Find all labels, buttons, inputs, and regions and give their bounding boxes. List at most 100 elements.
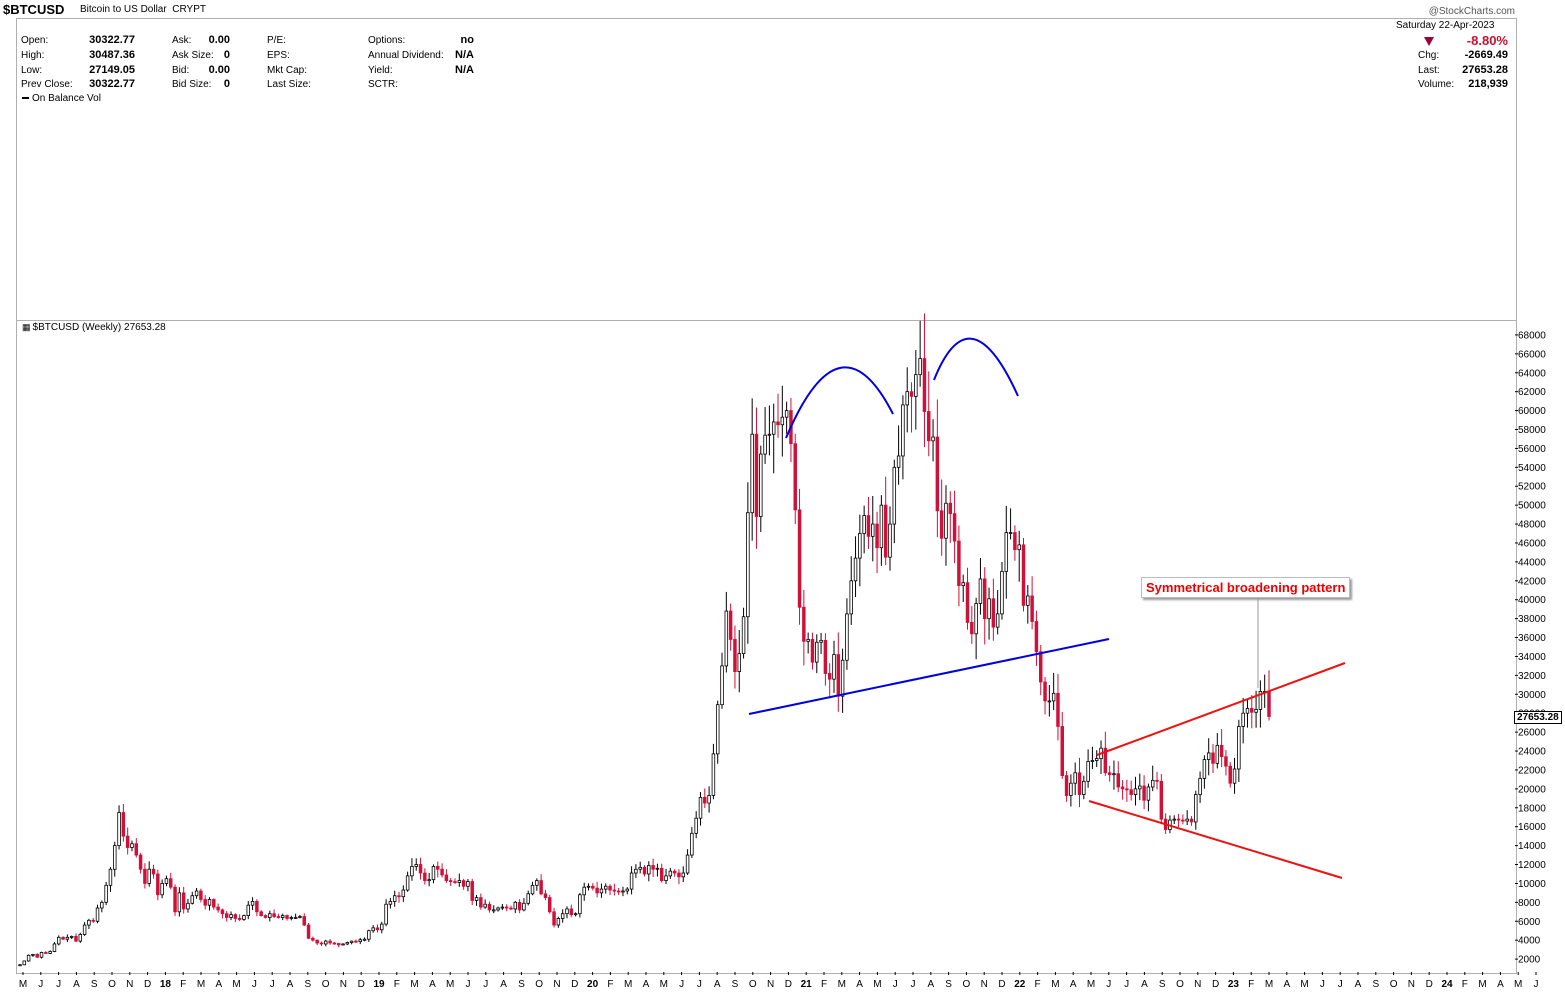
candle-body <box>78 934 83 942</box>
candle-body <box>1043 681 1047 702</box>
yield-label: Yield: <box>368 65 393 76</box>
x-tick-label: D <box>358 979 365 990</box>
candle-body <box>1013 532 1017 550</box>
candle-body <box>909 391 914 397</box>
candle-body <box>1125 788 1129 791</box>
candle-body <box>931 436 935 442</box>
candle-body <box>1237 726 1241 770</box>
broadening-lower-line <box>1088 800 1343 879</box>
x-tick-label: O <box>322 979 330 990</box>
candle-body <box>737 653 741 672</box>
candle-body <box>1254 709 1258 713</box>
candle-body <box>1056 692 1060 727</box>
x-tick-label: J <box>252 979 257 990</box>
y-tick-label: 40000 <box>1518 595 1546 606</box>
candle-body <box>918 358 922 376</box>
candle-body <box>431 866 436 881</box>
candle-body <box>858 533 862 559</box>
candle-body <box>715 704 720 755</box>
y-axis: 2000 4000 6000 8000 10000 12000 14000 16000 1800… <box>1515 330 1546 966</box>
candle-body <box>578 894 582 915</box>
candle-body <box>1219 744 1224 758</box>
x-tick-label: N <box>1408 979 1415 990</box>
y-tick-label: 4000 <box>1518 936 1541 947</box>
candle-body <box>388 900 393 905</box>
candle-body <box>324 940 328 945</box>
candle-body <box>543 893 548 899</box>
candle-body <box>341 943 345 946</box>
candle-body <box>268 913 272 918</box>
candle-body <box>242 915 246 920</box>
x-tick-label: A <box>643 979 650 990</box>
candle-body <box>1258 691 1263 710</box>
candle-body <box>586 885 591 888</box>
candle-body <box>604 885 608 890</box>
x-tick-label: F <box>1462 979 1468 990</box>
candle-body <box>974 603 978 635</box>
candle-body <box>91 919 95 922</box>
candle-body <box>87 919 91 926</box>
down-arrow-icon <box>1424 37 1434 46</box>
candle-body <box>1181 819 1185 822</box>
candle-body <box>1047 700 1052 703</box>
dividend-label: Annual Dividend: <box>368 50 444 61</box>
candle-body <box>681 872 685 878</box>
x-tick-label: J <box>893 979 898 990</box>
x-tick-label: S <box>945 979 952 990</box>
candle-body <box>668 870 673 877</box>
candle-body <box>147 868 151 884</box>
candle-body <box>987 598 991 620</box>
x-tick-label: J <box>1338 979 1343 990</box>
y-tick-label: 58000 <box>1518 425 1546 436</box>
candle-body <box>840 659 845 697</box>
candle-body <box>991 598 996 628</box>
candle-body <box>207 899 212 906</box>
candle-body <box>970 622 974 635</box>
candle-body <box>190 895 195 904</box>
eps-label: EPS: <box>267 50 290 61</box>
candle-body <box>1155 779 1159 782</box>
prev-close-value: 30322.77 <box>89 78 135 90</box>
ask-value: 0.00 <box>208 34 230 46</box>
candle-body <box>1030 595 1034 622</box>
candle-body <box>500 906 505 909</box>
bid-value: 0.00 <box>208 64 230 76</box>
x-tick-label: A <box>215 979 222 990</box>
candles <box>18 313 1271 967</box>
candle-body <box>517 901 522 911</box>
candle-body <box>113 845 117 870</box>
x-tick-label: M <box>1051 979 1059 990</box>
y-tick-label: 64000 <box>1518 368 1546 379</box>
candle-body <box>776 421 780 426</box>
y-tick-label: 30000 <box>1518 690 1546 701</box>
legend-line-icon <box>22 97 29 100</box>
indicator-label: On Balance Vol <box>32 93 101 104</box>
candle-body <box>199 890 203 900</box>
x-tick-label: J <box>38 979 43 990</box>
candle-body <box>134 843 139 856</box>
candle-body <box>306 924 311 939</box>
mkt-cap-label: Mkt Cap: <box>267 65 308 76</box>
x-tick-label: O <box>1176 979 1184 990</box>
x-tick-label: M <box>232 979 240 990</box>
candle-body <box>108 868 113 886</box>
candle-body <box>95 907 100 922</box>
candle-body <box>827 673 832 680</box>
y-tick-label: 68000 <box>1518 330 1546 341</box>
candle-body <box>1008 532 1013 534</box>
candle-body <box>1026 595 1030 606</box>
candle-body <box>1086 761 1090 782</box>
candle-body <box>298 916 302 918</box>
candle-body <box>1077 772 1082 795</box>
candle-body <box>35 953 39 958</box>
candle-body <box>599 888 604 894</box>
candle-body <box>1000 570 1004 615</box>
candle-body <box>440 868 444 876</box>
y-tick-label: 20000 <box>1518 784 1546 795</box>
x-tick-label: S <box>91 979 98 990</box>
symbol-exchange: CRYPT <box>172 4 206 15</box>
x-tick-label: S <box>732 979 739 990</box>
candle-body <box>935 436 940 512</box>
symbol-description: Bitcoin to US Dollar CRYPT <box>80 4 206 15</box>
candle-body <box>1228 765 1232 784</box>
